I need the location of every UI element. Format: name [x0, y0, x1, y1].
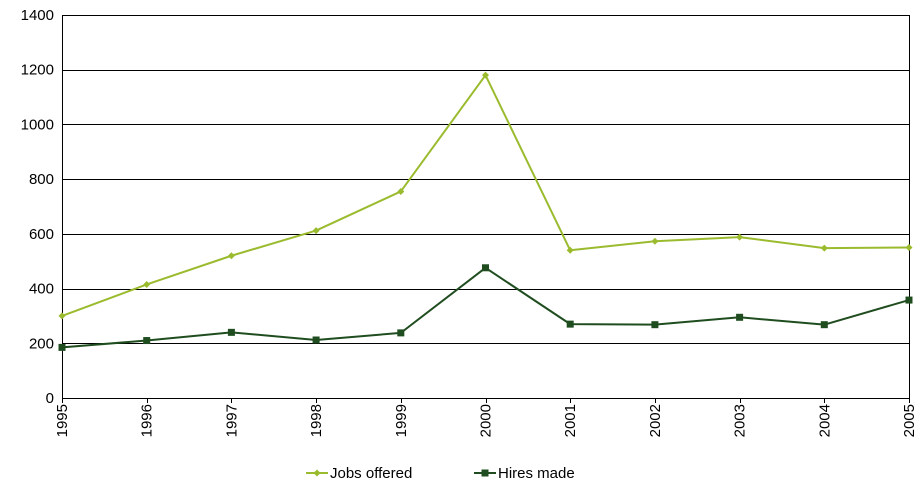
data-point: [482, 71, 489, 79]
y-tick-label: 0: [46, 390, 54, 407]
data-point: [736, 233, 744, 241]
series-line: [61, 266, 910, 349]
data-point: [820, 321, 828, 329]
x-tick-label: 1995: [54, 404, 71, 437]
data-point: [143, 280, 151, 288]
data-point: [312, 227, 320, 235]
data-point: [313, 469, 321, 477]
y-tick-label: 1200: [21, 62, 54, 79]
legend-label: Jobs offered: [330, 465, 412, 482]
x-tick-label: 1996: [139, 404, 156, 437]
data-point: [566, 320, 574, 328]
data-point: [651, 237, 659, 245]
data-point: [397, 187, 405, 195]
legend-item: Jobs offered: [306, 465, 412, 482]
data-point: [143, 337, 151, 345]
x-tick-label: 2004: [816, 404, 833, 437]
series-0: [58, 71, 913, 320]
y-tick-label: 1400: [21, 7, 54, 24]
x-tick-label: 2002: [647, 404, 664, 437]
data-point: [227, 328, 235, 336]
x-tick-label: 2003: [732, 404, 749, 437]
y-tick-label: 1000: [21, 116, 54, 133]
series-line: [61, 74, 910, 317]
x-tick-label: 1997: [223, 404, 240, 437]
legend: Jobs offered Hires made: [306, 465, 575, 482]
data-point: [651, 321, 659, 329]
legend-item: Hires made: [474, 465, 575, 482]
data-point: [566, 246, 574, 254]
y-tick-label: 800: [29, 171, 54, 188]
grid: [62, 15, 909, 344]
data-point: [227, 252, 235, 260]
axes: 0 200 400 600 800 1000 1200 1400 1995 1996 1997 199…: [21, 7, 918, 437]
data-point: [820, 244, 828, 252]
series-area: [58, 71, 913, 351]
legend-label: Hires made: [498, 465, 575, 482]
series-1: [58, 264, 913, 351]
x-tick-label: 1998: [308, 404, 325, 437]
data-point: [736, 313, 744, 321]
x-tick-label: 1999: [393, 404, 410, 437]
data-point: [58, 343, 66, 351]
data-point: [312, 336, 320, 344]
data-point: [482, 264, 489, 272]
data-point: [905, 296, 913, 304]
data-point: [397, 329, 405, 337]
x-tick-label: 2005: [901, 404, 918, 437]
data-point: [58, 312, 66, 320]
y-tick-label: 400: [29, 281, 54, 298]
data-point: [481, 469, 489, 477]
y-tick-label: 600: [29, 226, 54, 243]
y-tick-label: 200: [29, 335, 54, 352]
data-point: [905, 244, 913, 252]
x-tick-label: 2000: [478, 404, 495, 437]
x-tick-label: 2001: [562, 404, 579, 437]
